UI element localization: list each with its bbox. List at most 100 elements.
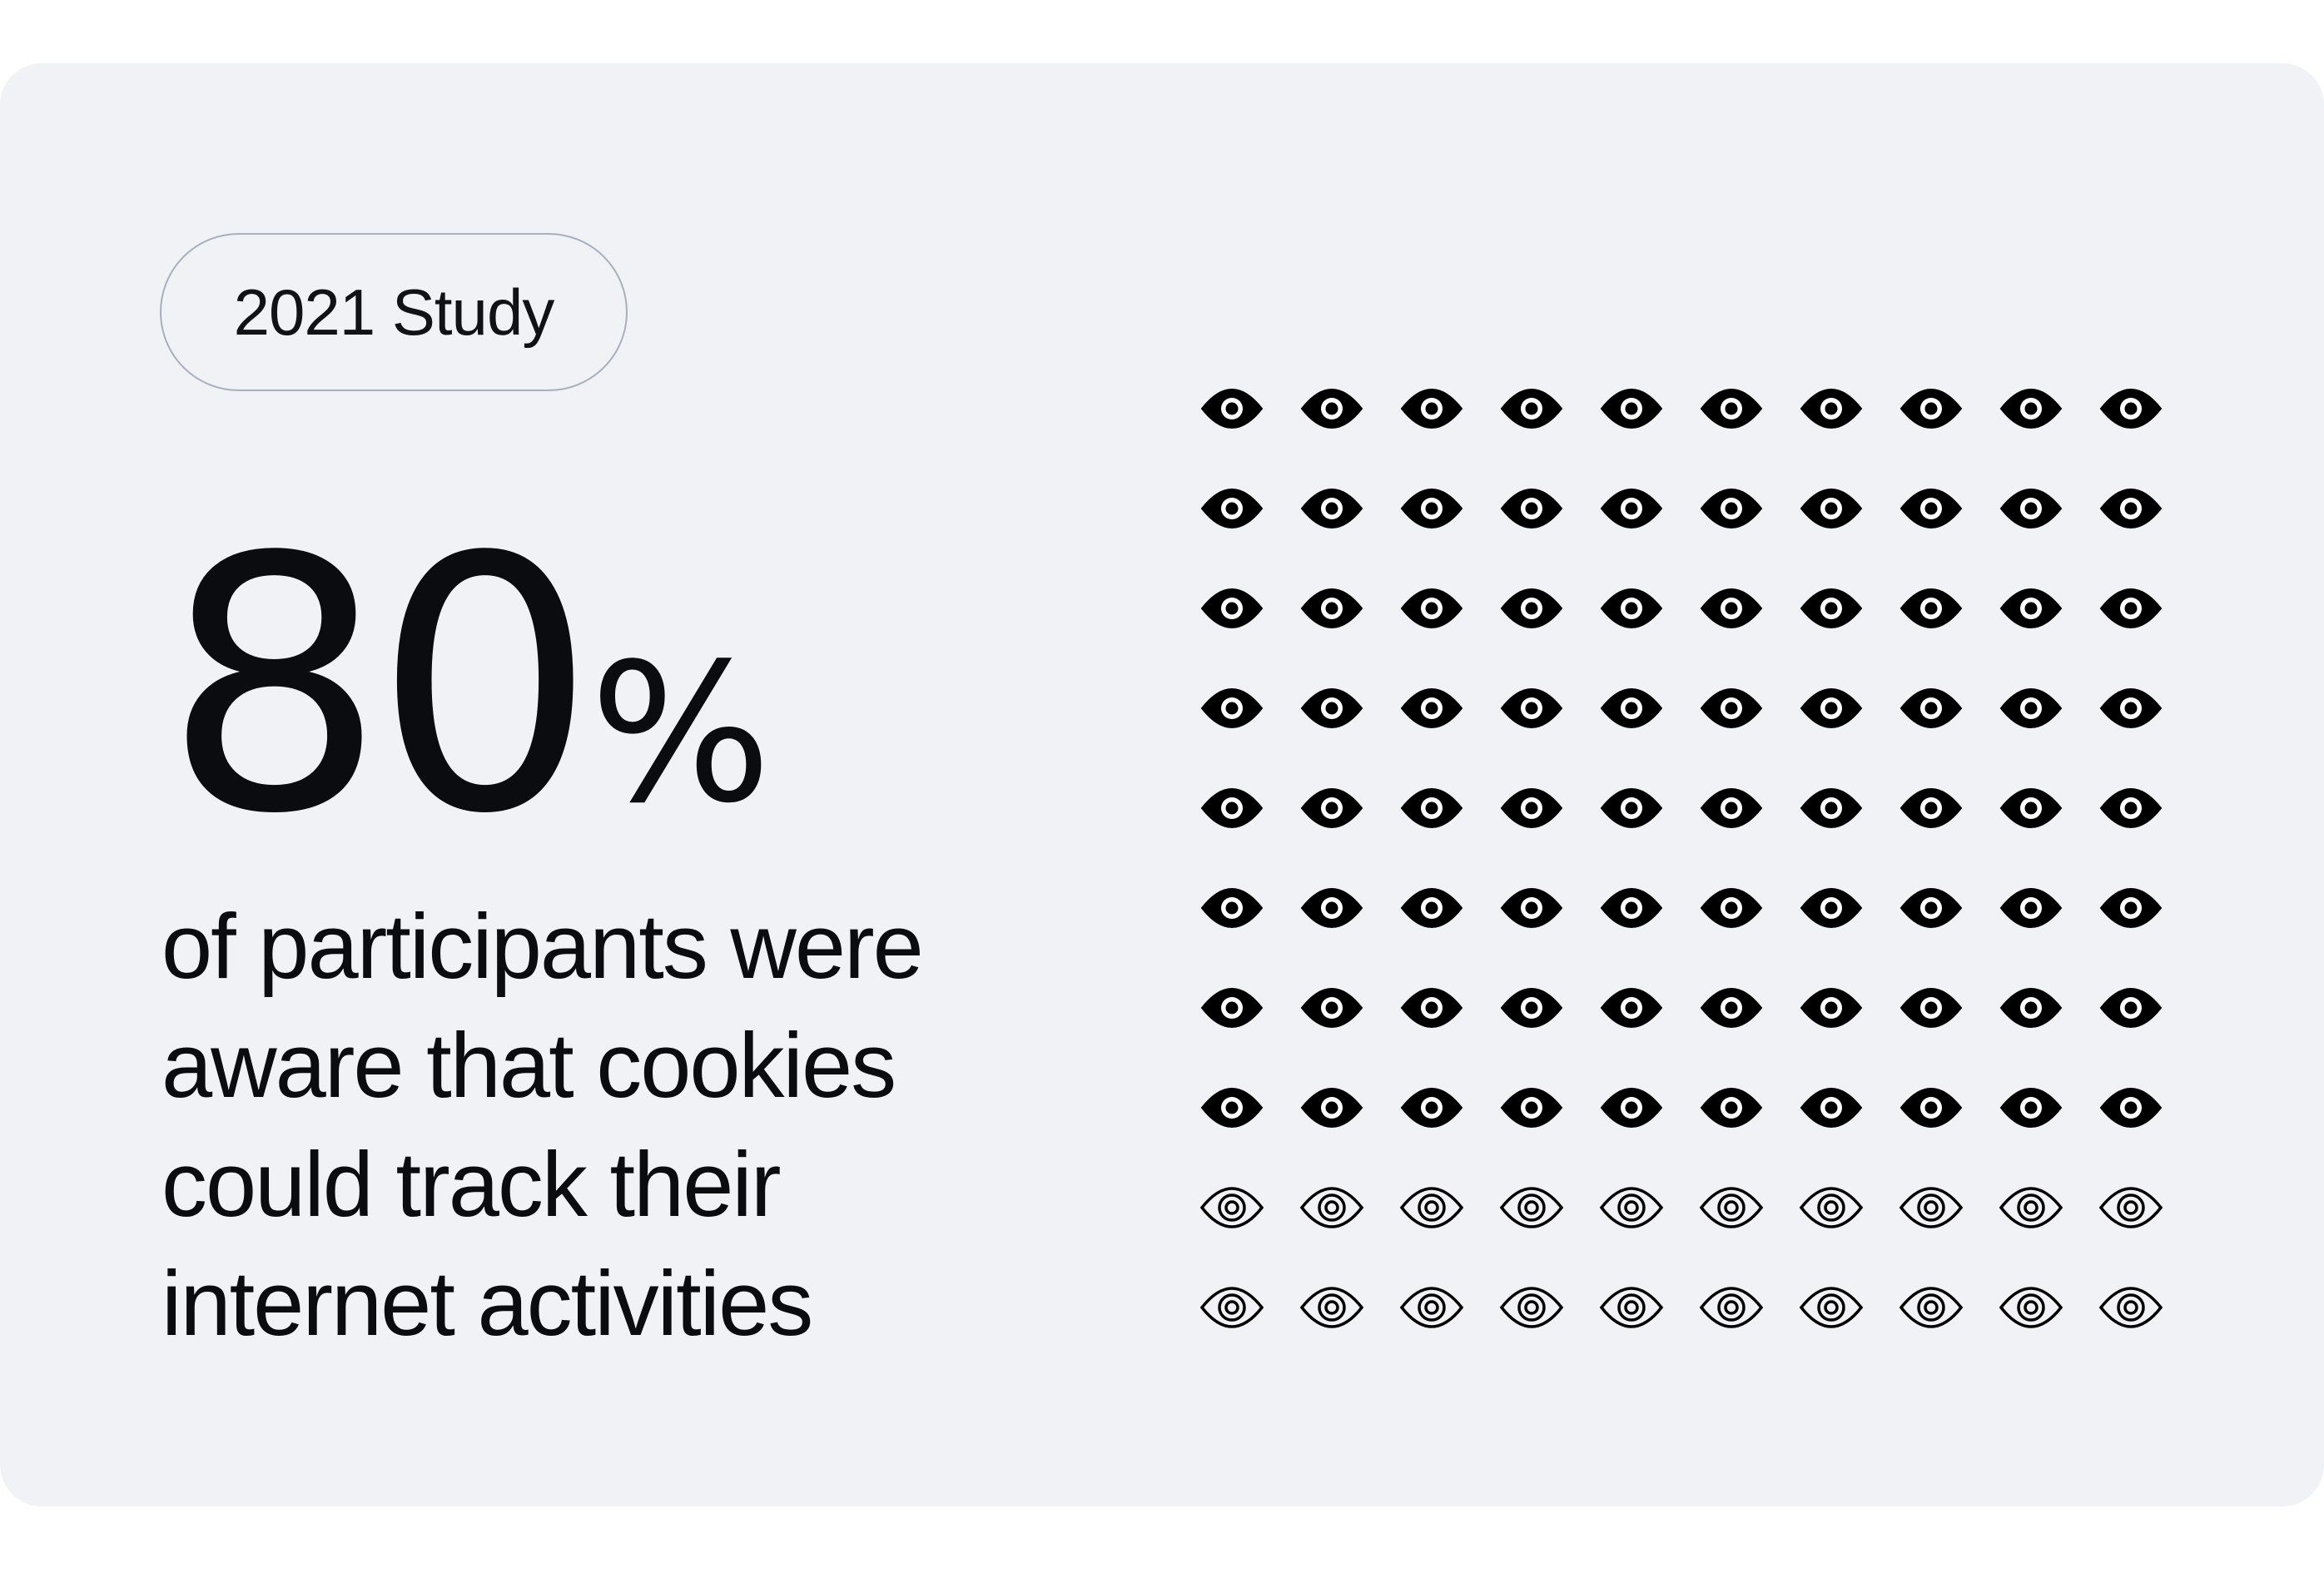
eye-icon-filled [1500,588,1563,628]
eye-icon-filled [1700,888,1763,928]
eye-icon-filled [1899,389,1963,429]
eye-icon-filled [1500,688,1563,728]
eye-icon-filled [1800,1088,1863,1128]
eye-icon-filled [1500,489,1563,528]
eye-icon-outline [2098,1287,2163,1328]
eye-icon-filled [1800,489,1863,528]
eye-icon-outline [1299,1187,1364,1228]
eye-icon-filled [2099,688,2163,728]
eye-icon-filled [2099,788,2163,828]
eye-icon-filled [1300,688,1363,728]
infographic-card: 2021 Study 80 % of participants were awa… [0,63,2324,1506]
eye-icon-filled [1600,988,1663,1028]
study-badge-label: 2021 Study [233,275,555,349]
eye-icon-outline [1999,1287,2063,1328]
eye-icon-filled [1500,389,1563,429]
eye-icon-filled [1300,489,1363,528]
eye-icon-filled [1899,988,1963,1028]
eye-icon-outline [1599,1287,1664,1328]
eye-icon-outline [1399,1287,1464,1328]
eye-icon-filled [1200,688,1264,728]
eye-icon-outline [1499,1187,1564,1228]
eye-icon-filled [1800,389,1863,429]
eye-icon-filled [1700,588,1763,628]
eye-icon-filled [1999,1088,2063,1128]
eye-icon-filled [1600,389,1663,429]
eye-icon-filled [1999,389,2063,429]
eye-icon-filled [1899,1088,1963,1128]
eye-icon-filled [2099,888,2163,928]
eye-icon-outline [1199,1187,1264,1228]
eye-icon-filled [1700,389,1763,429]
eye-icon-filled [1200,888,1264,928]
eye-icon-outline [1699,1287,1764,1328]
eye-icon-filled [1500,788,1563,828]
eye-icon-filled [1400,489,1463,528]
eye-icon-outline [1699,1187,1764,1228]
eye-icon-filled [1899,588,1963,628]
eye-icon-filled [1999,688,2063,728]
eye-icon-filled [1300,588,1363,628]
eye-icon-filled [1899,788,1963,828]
eye-icon-filled [1800,888,1863,928]
eye-icon-filled [1999,988,2063,1028]
eye-icon-filled [1899,489,1963,528]
eye-icon-filled [1200,489,1264,528]
description-line: could track their [161,1134,781,1236]
eye-icon-filled [1400,389,1463,429]
eye-icon-filled [1200,788,1264,828]
eye-icon-filled [1700,988,1763,1028]
eye-icon-filled [1400,688,1463,728]
eye-icon-outline [1399,1187,1464,1228]
eye-pictograph [1199,389,2163,1328]
eye-icon-outline [1199,1287,1264,1328]
eye-icon-filled [1999,888,2063,928]
eye-icon-outline [1799,1187,1864,1228]
eye-icon-outline [1899,1187,1964,1228]
headline-value: 80 [163,484,596,891]
eye-icon-filled [1400,1088,1463,1128]
description-line: internet activities [161,1253,813,1355]
eye-icon-filled [1700,688,1763,728]
eye-icon-filled [1700,788,1763,828]
eye-icon-filled [1500,888,1563,928]
eye-icon-filled [1600,588,1663,628]
eye-icon-filled [2099,489,2163,528]
eye-icon-filled [1899,688,1963,728]
eye-icon-filled [1300,788,1363,828]
eye-icon-filled [1800,688,1863,728]
eye-icon-filled [1200,389,1264,429]
eye-icon-filled [1200,588,1264,628]
eye-icon-filled [2099,389,2163,429]
description-line: aware that cookies [161,1015,896,1117]
eye-icon-filled [1600,688,1663,728]
eye-icon-filled [1400,888,1463,928]
eye-icon-filled [1500,1088,1563,1128]
eye-icon-outline [1599,1187,1664,1228]
eye-icon-filled [1300,389,1363,429]
eye-icon-filled [1300,1088,1363,1128]
eye-icon-filled [1200,1088,1264,1128]
eye-icon-filled [1999,489,2063,528]
eye-icon-filled [1600,489,1663,528]
eye-icon-filled [1200,988,1264,1028]
eye-icon-filled [1400,588,1463,628]
eye-icon-filled [1999,788,2063,828]
eye-icon-filled [1899,888,1963,928]
eye-icon-filled [1800,988,1863,1028]
eye-icon-filled [1800,588,1863,628]
eye-icon-outline [2098,1187,2163,1228]
headline-unit: % [589,623,772,846]
eye-icon-outline [1799,1287,1864,1328]
eye-icon-outline [1499,1287,1564,1328]
eye-icon-filled [2099,1088,2163,1128]
eye-icon-outline [1299,1287,1364,1328]
description-line: of participants were [161,896,924,998]
eye-icon-filled [1700,489,1763,528]
eye-icon-filled [1800,788,1863,828]
eye-icon-filled [2099,988,2163,1028]
headline-stat: 80 % [163,479,772,862]
eye-icon-filled [1600,788,1663,828]
eye-icon-filled [1300,888,1363,928]
eye-icon-filled [1700,1088,1763,1128]
